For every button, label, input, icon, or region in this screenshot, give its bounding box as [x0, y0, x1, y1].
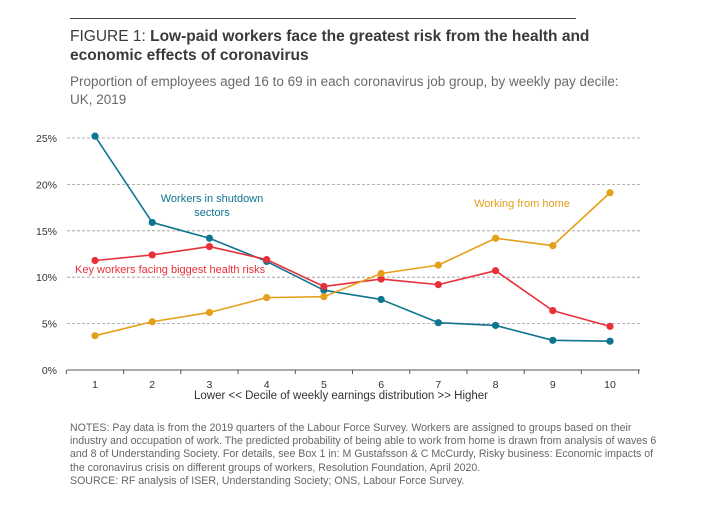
data-point	[263, 294, 271, 302]
data-point	[491, 234, 500, 242]
data-point	[606, 337, 614, 345]
series-label-line: Workers in shutdown	[161, 193, 264, 205]
data-point	[491, 267, 500, 275]
x-tick-label: 6	[378, 379, 384, 391]
series-label: Workers in shutdown sectors	[161, 193, 264, 219]
x-axis-label: Lower << Decile of weekly earnings distr…	[194, 390, 488, 402]
data-point	[91, 132, 99, 140]
x-tick-label: 2	[149, 379, 155, 391]
data-point	[148, 218, 156, 227]
data-point	[148, 318, 156, 326]
x-tick-label: 9	[550, 379, 556, 391]
series-label-line: Working from home	[474, 198, 570, 210]
y-tick-label: 25%	[36, 133, 57, 145]
x-tick-label: 3	[207, 379, 213, 391]
data-point	[148, 251, 156, 259]
data-point	[205, 308, 214, 317]
figure-title-text: Low-paid workers face the greatest risk …	[70, 28, 590, 64]
data-point	[320, 293, 328, 301]
figure-label: FIGURE 1:	[70, 28, 146, 45]
data-point	[205, 242, 214, 251]
y-tick-label: 0%	[42, 365, 57, 377]
series-line	[94, 192, 611, 337]
data-point	[91, 256, 99, 265]
line-chart: 0% 5% 10% 15% 20% 25% 1 2 3 4 5 6 7 8 9 10 Workers in s…	[36, 132, 640, 402]
data-point	[205, 234, 214, 242]
y-tick-label: 10%	[36, 272, 57, 284]
x-tick-label: 7	[435, 379, 441, 391]
notes-block: NOTES: Pay data is from the 2019 quarter…	[70, 422, 670, 488]
x-tick-label: 4	[264, 379, 270, 391]
series-labels: Workers in shutdown sectors Key workers fa…	[75, 193, 570, 276]
x-tick-label: 1	[92, 379, 98, 391]
data-point	[434, 261, 442, 269]
figure-subtitle: Proportion of employees aged 16 to 69 in…	[70, 74, 619, 107]
data-point	[263, 255, 271, 264]
data-point	[91, 332, 99, 340]
data-point	[320, 282, 328, 291]
series-label-line: sectors	[194, 207, 230, 219]
data-point	[377, 295, 385, 304]
x-tick-label: 8	[493, 379, 499, 391]
data-point	[606, 322, 614, 330]
series-label: Key workers facing biggest health risks	[75, 264, 266, 276]
data-point	[606, 189, 614, 197]
data-point	[491, 321, 500, 330]
x-tick-label: 10	[604, 379, 616, 391]
data-point	[377, 269, 385, 278]
series-label-line: Key workers facing biggest health risks	[75, 264, 266, 276]
data-point	[549, 336, 557, 344]
y-tick-label: 15%	[36, 226, 57, 238]
notes-text: NOTES: Pay data is from the 2019 quarter…	[70, 422, 657, 474]
series-line	[94, 245, 611, 328]
grid-lines	[67, 137, 640, 325]
figure-title: FIGURE 1: Low-paid workers face the grea…	[70, 27, 630, 65]
data-point	[434, 319, 442, 327]
x-tick-label: 5	[321, 379, 327, 391]
y-tick-label: 20%	[36, 179, 57, 191]
series-label: Working from home	[474, 198, 570, 210]
data-point	[434, 281, 442, 289]
data-point	[377, 275, 385, 283]
source-text: SOURCE: RF analysis of ISER, Understandi…	[70, 474, 465, 487]
series-line	[94, 135, 611, 343]
series-lines	[91, 132, 614, 345]
data-point	[549, 242, 557, 250]
axes: 0% 5% 10% 15% 20% 25% 1 2 3 4 5 6 7 8 9 10	[36, 133, 640, 391]
y-tick-label: 5%	[42, 319, 57, 331]
title-rule	[70, 18, 576, 19]
data-point	[549, 307, 557, 315]
